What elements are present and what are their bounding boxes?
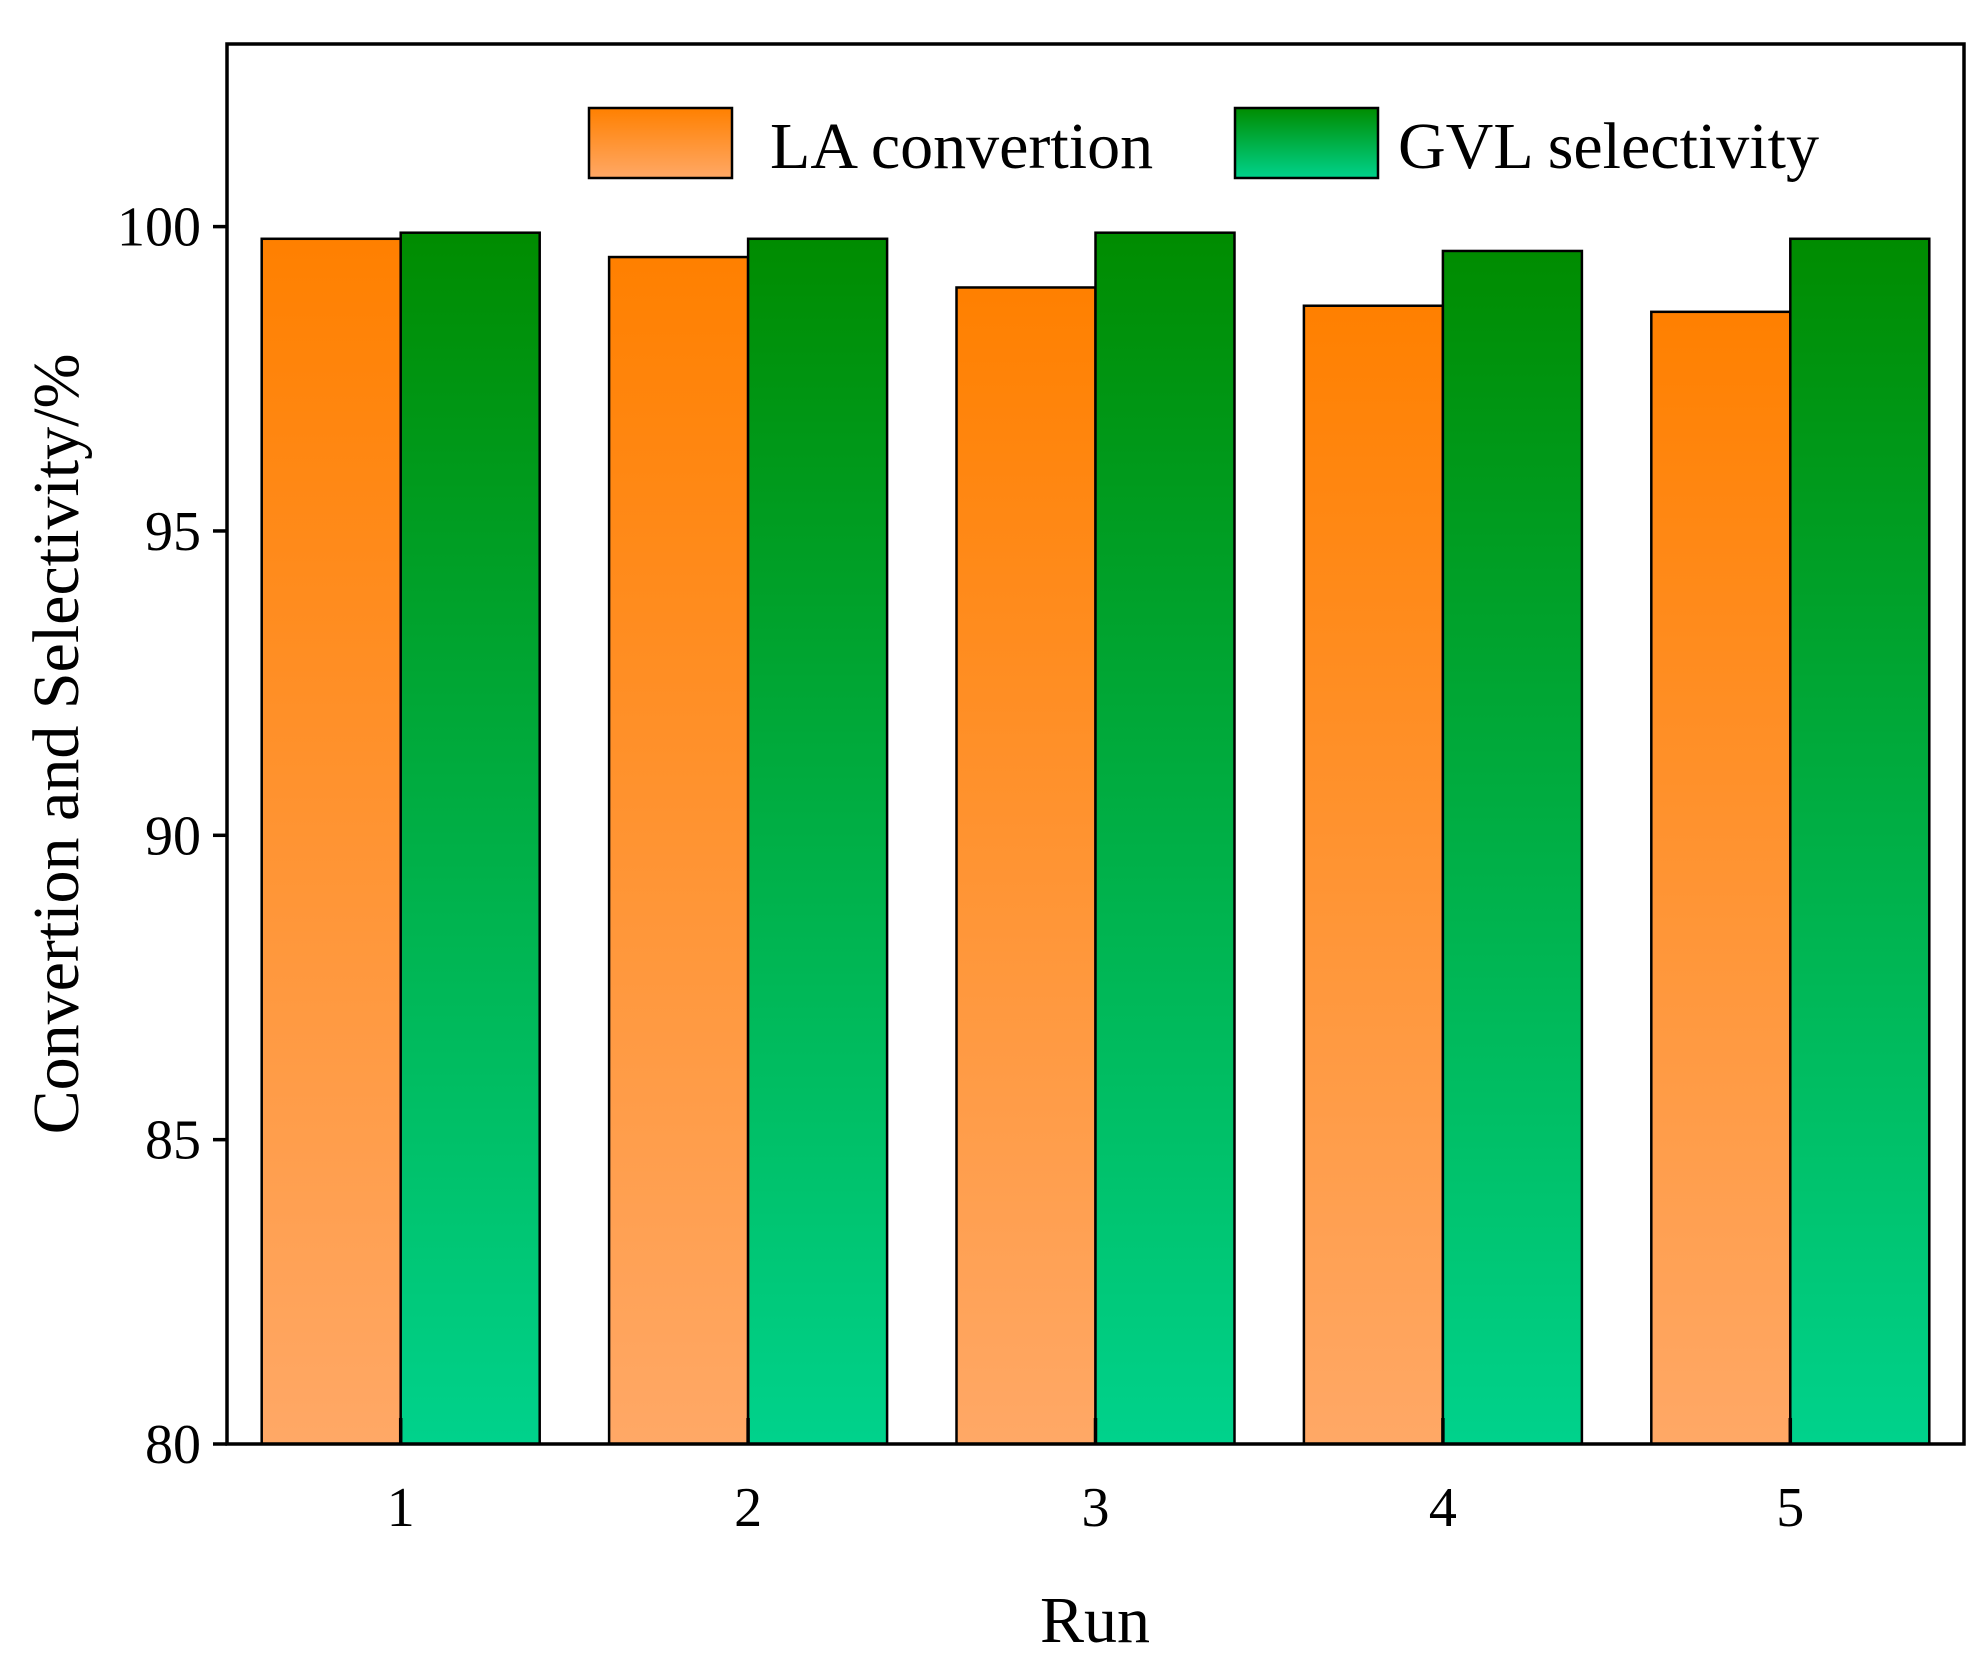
legend-label-gvl-selectivity: GVL selectivity	[1398, 110, 1819, 183]
x-tick-label-1: 1	[387, 1477, 415, 1539]
x-tick-label-3: 3	[1082, 1477, 1110, 1539]
bar-la-convertion-run-1	[260, 237, 402, 1446]
legend: LA convertion GVL selectivity	[587, 106, 1819, 183]
x-tick-label-5: 5	[1776, 1477, 1804, 1539]
legend-label-la-convertion: LA convertion	[770, 110, 1153, 183]
y-tick-label-100: 100	[117, 197, 201, 259]
y-ticks-group: 80 85 90 95 100	[117, 197, 227, 1476]
bar-la-convertion-run-4	[1302, 304, 1445, 1446]
x-axis-title: Run	[1040, 1584, 1150, 1653]
legend-swatch-gvl-selectivity	[1233, 106, 1380, 180]
bar-la-convertion-run-2	[607, 255, 750, 1446]
x-tick-label-4: 4	[1429, 1477, 1457, 1539]
legend-swatch-la-convertion	[587, 106, 734, 180]
y-tick-label-80: 80	[145, 1414, 201, 1476]
bar-gvl-selectivity-run-3	[1094, 231, 1236, 1446]
x-ticks-group: 1 2 3 4 5	[387, 1418, 1804, 1539]
bar-gvl-selectivity-run-2	[746, 237, 889, 1446]
y-tick-label-90: 90	[145, 805, 201, 867]
bar-la-convertion-run-3	[955, 286, 1097, 1446]
bar-gvl-selectivity-run-5	[1789, 237, 1931, 1446]
y-tick-label-85: 85	[145, 1110, 201, 1172]
bar-gvl-selectivity-run-1	[399, 231, 541, 1446]
plot-frame	[225, 42, 1966, 1446]
bars-group	[260, 231, 1931, 1446]
y-axis-title: Convertion and Selectivity/%	[20, 354, 93, 1135]
x-tick-label-2: 2	[734, 1477, 762, 1539]
bar-gvl-selectivity-run-4	[1441, 249, 1584, 1446]
bar-la-convertion-run-5	[1650, 310, 1792, 1446]
y-tick-label-95: 95	[145, 501, 201, 563]
